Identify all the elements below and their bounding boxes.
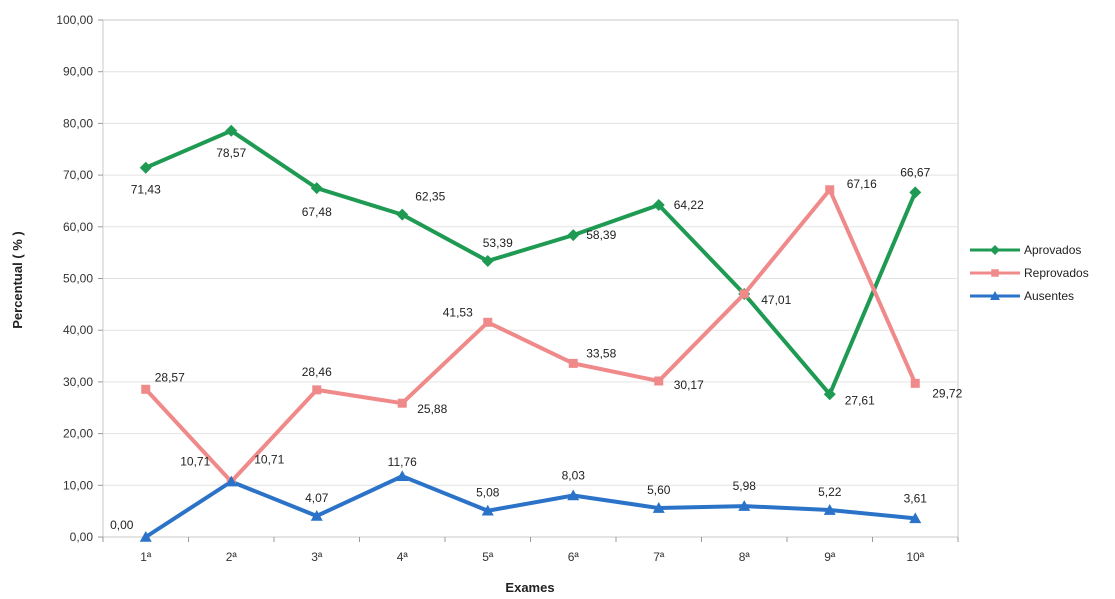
data-point-diamond (396, 208, 409, 221)
y-tick-label: 30,00 (63, 375, 93, 389)
data-point-diamond (481, 254, 494, 267)
data-label: 47,01 (761, 293, 791, 307)
data-point-square (825, 185, 835, 195)
series-line-aprovados (144, 128, 918, 397)
data-label: 64,22 (674, 198, 704, 212)
data-point-triangle (652, 502, 665, 513)
y-tick-label: 0,00 (70, 530, 94, 544)
x-tick-label: 5ª (482, 550, 494, 564)
data-point-triangle (990, 291, 1000, 300)
data-point-diamond (909, 186, 922, 199)
data-point-triangle (481, 504, 494, 516)
data-point-triangle (567, 489, 580, 501)
data-label: 4,07 (305, 491, 329, 505)
x-tick-label: 2ª (226, 550, 238, 564)
x-tick-label: 10ª (906, 550, 924, 564)
data-label: 29,72 (932, 386, 962, 400)
y-tick-label: 50,00 (63, 272, 93, 286)
series-line-reprovados (144, 187, 918, 484)
legend-label: Reprovados (1024, 266, 1089, 280)
data-label: 5,60 (647, 483, 671, 497)
data-label: 30,17 (674, 378, 704, 392)
x-tick-label: 8ª (739, 550, 751, 564)
data-label: 10,71 (180, 455, 210, 469)
data-label: 66,67 (900, 165, 930, 179)
x-axis-ticks: 1ª 2ª 3ª 4ª 5ª 6ª 7ª 8ª 9ª 10ª (102, 537, 959, 564)
data-point-diamond (567, 229, 580, 242)
data-point-triangle (823, 504, 836, 515)
data-point-square (141, 384, 151, 394)
data-label: 11,76 (388, 455, 417, 469)
data-label: 41,53 (443, 305, 473, 319)
data-point-diamond (652, 198, 665, 211)
data-label: 28,46 (302, 365, 332, 379)
y-tick-label: 80,00 (63, 116, 93, 130)
data-point-diamond (225, 124, 238, 137)
data-label: 8,03 (562, 468, 586, 482)
data-point-diamond (310, 182, 323, 195)
data-point-triangle (909, 512, 922, 524)
data-point-diamond (823, 388, 836, 401)
y-tick-label: 100,00 (56, 13, 93, 27)
data-point-diamond (990, 245, 1000, 255)
data-point-square (991, 269, 999, 277)
data-point-square (568, 358, 578, 368)
data-label: 10,71 (254, 453, 284, 467)
legend-box (965, 238, 1113, 322)
x-tick-label: 1ª (140, 550, 152, 564)
data-point-square (483, 317, 493, 327)
data-labels: 71,43 78,57 67,48 62,35 53,39 58,39 64,22 27,61… (110, 146, 963, 532)
y-axis-title: Percentual ( % ) (10, 231, 25, 329)
y-tick-label: 70,00 (63, 168, 93, 182)
data-label: 67,48 (302, 205, 332, 219)
data-point-square (397, 398, 407, 408)
x-tick-label: 4ª (397, 550, 409, 564)
data-point-diamond (139, 161, 152, 174)
legend-label: Ausentes (1024, 289, 1074, 303)
data-label: 78,57 (216, 146, 246, 160)
x-tick-label: 6ª (568, 550, 580, 564)
data-label: 5,08 (476, 486, 500, 500)
y-tick-label: 90,00 (63, 65, 93, 79)
series-markers (139, 124, 922, 542)
data-label: 53,39 (483, 236, 513, 250)
y-tick-label: 60,00 (63, 220, 93, 234)
data-label: 27,61 (845, 393, 875, 407)
series-lines (144, 128, 918, 539)
legend: Aprovados Reprovados Ausentes (970, 243, 1089, 303)
data-label: 5,22 (818, 485, 842, 499)
x-tick-label: 7ª (653, 550, 665, 564)
data-point-triangle (738, 500, 751, 511)
data-point-square (910, 378, 920, 388)
data-point-triangle (396, 470, 409, 482)
data-label: 3,61 (904, 491, 928, 505)
y-tick-label: 10,00 (63, 478, 93, 492)
series-line-ausentes (144, 474, 916, 539)
data-label: 5,98 (733, 479, 757, 493)
y-tick-label: 40,00 (63, 323, 93, 337)
legend-label: Aprovados (1024, 243, 1081, 257)
data-point-triangle (139, 531, 152, 542)
data-label: 58,39 (586, 228, 616, 242)
data-point-square (654, 376, 664, 386)
data-label: 62,35 (415, 190, 445, 204)
data-point-square (312, 385, 322, 395)
data-label: 0,00 (110, 518, 134, 532)
data-label: 33,58 (586, 346, 616, 360)
data-point-triangle (225, 475, 238, 487)
data-label: 25,88 (417, 402, 447, 416)
data-point-square (739, 289, 749, 299)
y-tick-label: 20,00 (63, 427, 93, 441)
x-tick-label: 9ª (824, 550, 836, 564)
data-point-triangle (310, 509, 323, 521)
y-axis-ticks: 0,00 10,00 20,00 30,00 40,00 50,00 60,00 70,00 8… (56, 13, 103, 544)
data-label: 71,43 (131, 183, 161, 197)
x-tick-label: 3ª (311, 550, 323, 564)
data-label: 67,16 (847, 177, 877, 191)
data-label: 28,57 (155, 370, 185, 384)
x-axis-title: Exames (505, 580, 554, 595)
